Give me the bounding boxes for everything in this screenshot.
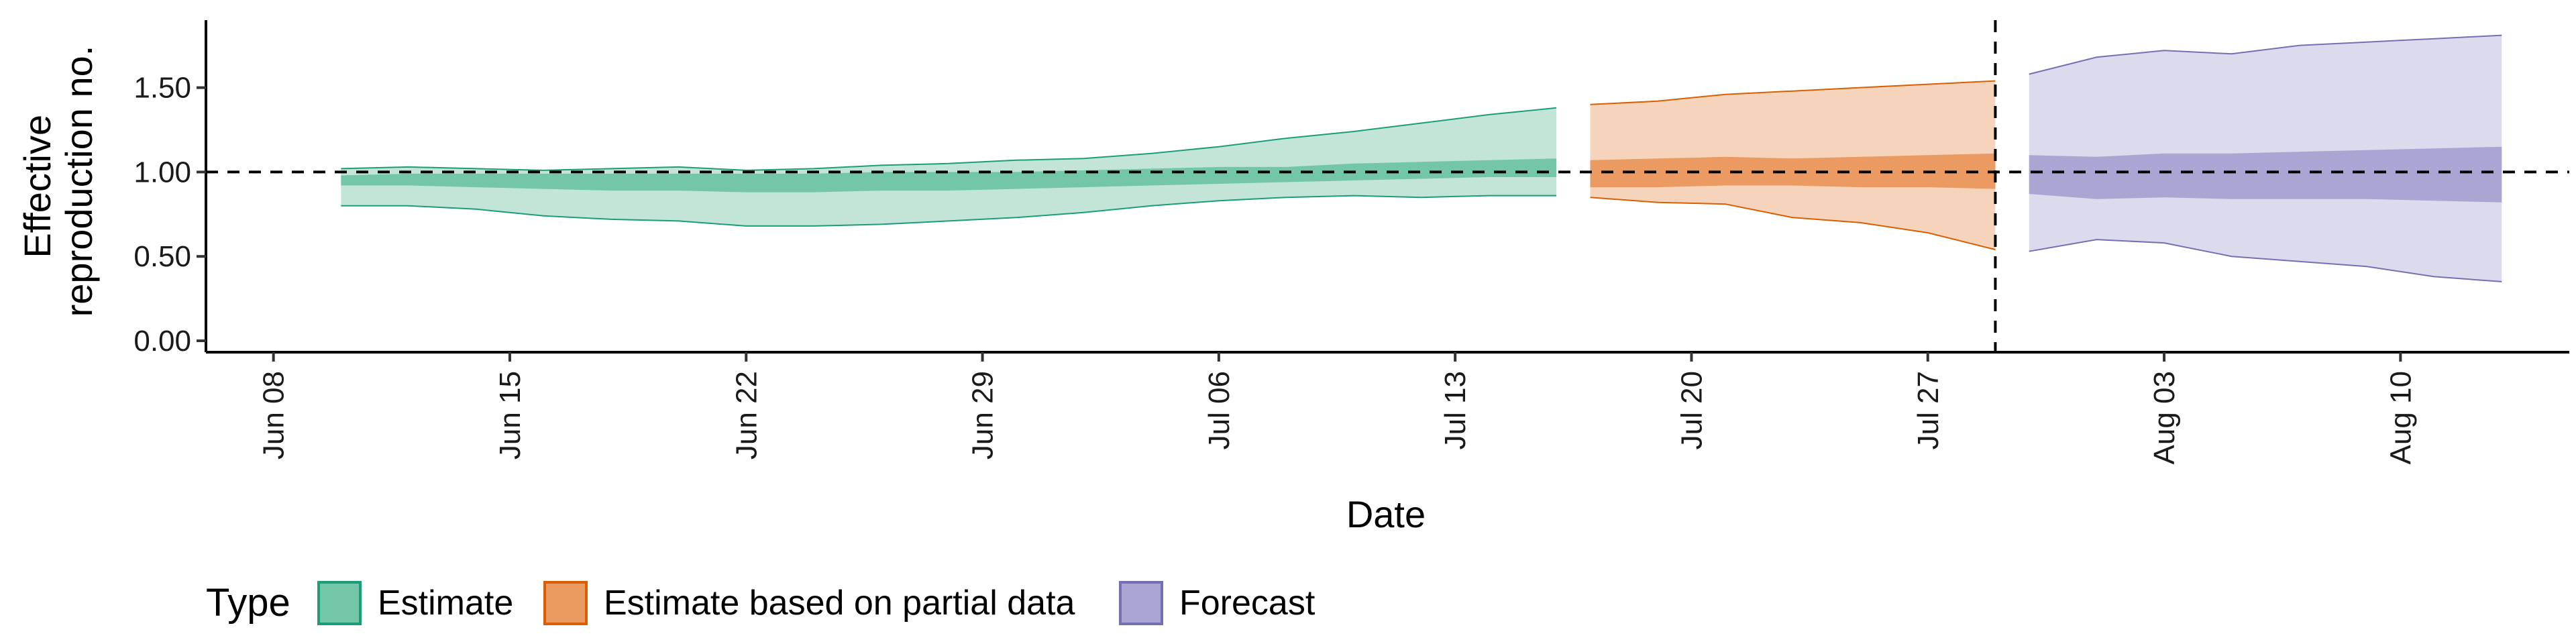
- legend-label-1: Estimate based on partial data: [604, 584, 1075, 623]
- x-tick-label-1: Jun 15: [494, 371, 527, 460]
- y-axis-title: Effective reproduction no.: [16, 46, 100, 317]
- legend-swatch-1: [543, 581, 588, 625]
- series-1-inner-band: [1590, 153, 1996, 189]
- x-tick-label-6: Jul 20: [1675, 371, 1708, 449]
- x-tick-label-7: Jul 27: [1912, 371, 1945, 449]
- legend-item-0: Estimate: [317, 581, 513, 625]
- legend-swatch-2: [1119, 581, 1163, 625]
- series-1: [1590, 80, 1996, 251]
- x-tick-label-4: Jul 06: [1203, 371, 1236, 449]
- series-2-lower-edge: [2029, 239, 2502, 282]
- y-axis-title-line-1: Effective: [16, 115, 58, 258]
- y-tick-label-2: 1.00: [133, 156, 191, 189]
- legend-label-2: Forecast: [1179, 584, 1316, 623]
- series-2-upper-edge: [2029, 34, 2502, 75]
- x-tick-label-2: Jun 22: [730, 371, 763, 460]
- series-0-upper-edge: [341, 107, 1557, 171]
- y-tick-label-0: 0.00: [133, 325, 191, 358]
- bands-layer: [341, 34, 2502, 282]
- y-axis-ticks: 0.00 0.50 1.00 1.50: [133, 72, 206, 358]
- series-2: [2029, 34, 2502, 282]
- legend-title: Type: [206, 581, 290, 625]
- legend-swatch-0: [317, 581, 362, 625]
- series-0: [341, 107, 1557, 227]
- series-0-lower-edge: [341, 195, 1557, 227]
- y-tick-label-1: 0.50: [133, 240, 191, 273]
- series-1-upper-edge: [1590, 80, 1996, 105]
- x-tick-label-5: Jul 13: [1439, 371, 1472, 449]
- series-0-inner-band: [341, 158, 1557, 193]
- series-0-outer-band: [341, 107, 1557, 226]
- series-1-lower-edge: [1590, 197, 1996, 251]
- legend-items: Estimate Estimate based on partial data Fo…: [317, 581, 1316, 625]
- legend: Type Estimate Estimate based on partial d…: [206, 581, 1316, 625]
- x-tick-label-3: Jun 29: [967, 371, 1000, 460]
- x-axis-title: Date: [1346, 493, 1426, 535]
- x-tick-label-9: Aug 10: [2384, 371, 2417, 464]
- x-axis-ticks: Jun 08 Jun 15 Jun 22 Jun 29 Jul 06 Jul 13 Jul …: [258, 352, 2417, 464]
- legend-label-0: Estimate: [378, 584, 513, 623]
- legend-item-1: Estimate based on partial data: [543, 581, 1075, 625]
- series-2-inner-band: [2029, 146, 2502, 203]
- y-axis-title-line-2: reproduction no.: [58, 46, 100, 317]
- legend-item-2: Forecast: [1119, 581, 1316, 625]
- x-tick-label-8: Aug 03: [2148, 371, 2181, 464]
- y-tick-label-3: 1.50: [133, 72, 191, 105]
- x-tick-label-0: Jun 08: [258, 371, 290, 460]
